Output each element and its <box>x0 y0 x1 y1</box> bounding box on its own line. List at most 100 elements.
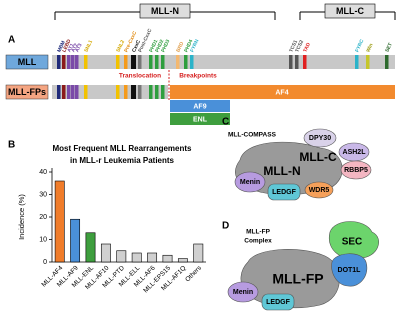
mll-bar <box>52 55 395 69</box>
domain <box>366 55 370 69</box>
domain-label: TCS1 <box>288 39 299 53</box>
domain <box>75 55 79 69</box>
fp-label-box <box>5 84 49 100</box>
y-tick-label: 0 <box>43 259 47 266</box>
component-label: LEDGF <box>266 299 290 306</box>
bar <box>100 243 111 263</box>
region-box <box>139 3 191 19</box>
domain <box>161 85 165 99</box>
component-label: Menin <box>233 289 253 296</box>
ledgf-shape <box>261 293 295 311</box>
domain <box>62 85 66 99</box>
bar <box>116 250 127 263</box>
domain <box>57 55 61 69</box>
x-tick-label: Others <box>184 264 203 283</box>
domain <box>155 85 159 99</box>
domain-label: BRD <box>175 41 185 54</box>
chart-title: Most Frequent MLL Rearrangements <box>53 144 193 153</box>
domain-label: AT3 <box>74 42 83 53</box>
domain-label: CxxC <box>131 39 142 53</box>
domain-label: PHD4 <box>183 39 194 54</box>
domain <box>149 55 153 69</box>
domain <box>124 55 128 69</box>
panel-letter: A <box>8 35 15 46</box>
y-axis-label: Incidence (%) <box>17 194 26 240</box>
dpy30-shape <box>303 128 337 148</box>
domain <box>131 85 136 99</box>
bar <box>70 218 81 263</box>
component-label: Menin <box>240 179 260 186</box>
domain-label: SNL1 <box>83 39 94 53</box>
domain <box>155 55 159 69</box>
fusion-label: AF9 <box>193 103 206 110</box>
wdr5-shape <box>304 181 334 199</box>
domain-label: PHD2 <box>154 39 165 54</box>
complex-title: MLL-FP <box>246 229 270 236</box>
component-label: LEDGF <box>272 189 296 196</box>
domain <box>184 55 188 69</box>
domain-label: TCS2 <box>294 39 305 53</box>
y-tick-label: 20 <box>39 214 47 221</box>
sec-shape <box>328 221 379 260</box>
domain <box>71 55 75 69</box>
domain-label: PHD3 <box>160 39 171 54</box>
bar <box>85 232 96 263</box>
component-label: ASH2L <box>343 149 367 156</box>
domain <box>67 85 71 99</box>
domain <box>149 85 153 99</box>
domain-label: SNL2 <box>115 39 126 53</box>
domain-label: AT2 <box>70 42 79 53</box>
domain <box>75 85 79 99</box>
panel-letter: C <box>222 117 229 128</box>
region-label: MLL-N <box>151 6 179 16</box>
fusion-bar <box>170 100 230 112</box>
bar <box>162 254 173 263</box>
domain <box>138 85 142 99</box>
chart-title: in MLL-r Leukemia Patients <box>70 156 175 165</box>
mll-label-box <box>5 54 49 70</box>
domain-label: MBM <box>56 40 66 53</box>
menin-shape <box>227 281 259 303</box>
domain <box>190 55 194 69</box>
dot1l-shape <box>331 253 368 287</box>
bar <box>131 252 142 263</box>
domain-label: PHD1 <box>148 39 159 54</box>
domain <box>385 55 389 69</box>
complex-title: MLL-COMPASS <box>228 132 277 139</box>
domain <box>138 55 142 69</box>
domain <box>303 55 307 69</box>
bar <box>177 258 188 263</box>
domain <box>71 85 75 99</box>
panel-letter: B <box>8 140 15 151</box>
domain <box>67 55 71 69</box>
ledgf-shape <box>267 183 301 201</box>
mll-label: MLL <box>18 57 37 67</box>
complex-title: Complex <box>244 238 272 245</box>
component-label: MLL-C <box>299 150 337 164</box>
domain-label: Win <box>365 43 374 54</box>
component-label: MLL-FP <box>272 271 323 287</box>
component-label: DPY30 <box>309 135 331 142</box>
domain <box>57 85 61 99</box>
fusion-label: ENL <box>193 116 208 123</box>
domain <box>176 55 180 69</box>
region-box <box>324 3 376 19</box>
y-tick-label: 40 <box>39 169 47 176</box>
domain <box>116 85 120 99</box>
fp-label: MLL-FPs <box>8 87 46 97</box>
domain <box>84 55 88 69</box>
rbbp5-shape <box>340 160 372 180</box>
domain <box>84 85 88 99</box>
domain-label: LEBD <box>61 38 72 53</box>
region-label: MLL-C <box>336 6 364 16</box>
breakpoints-label: Breakpoints <box>179 73 217 80</box>
component-label: DOT1L <box>338 267 362 274</box>
domain <box>295 55 299 69</box>
domain <box>116 55 120 69</box>
domain <box>131 55 136 69</box>
y-tick-label: 30 <box>39 191 47 198</box>
domain <box>161 55 165 69</box>
domain-label: AT1 <box>66 42 75 53</box>
domain-label: SET <box>384 42 394 53</box>
